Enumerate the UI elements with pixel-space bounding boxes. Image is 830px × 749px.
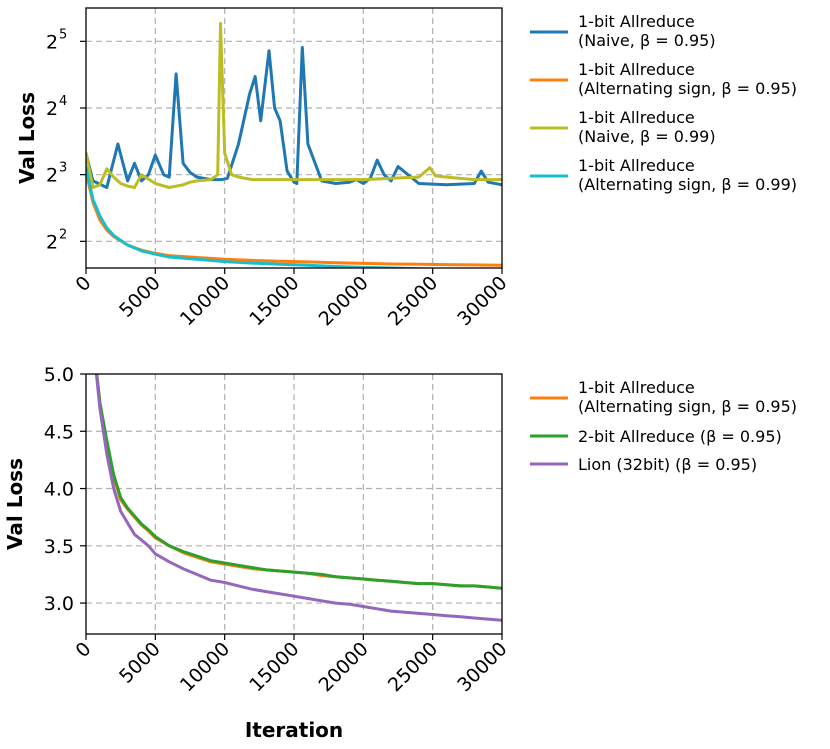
top-y-ticks: 2 22 32 42 5 [46,27,86,253]
top-legend-label-2-line2: (Naive, β = 0.99) [578,127,716,146]
top-y-tick-label: 2 [46,231,58,253]
bot-y-tick-label: 3.0 [44,593,74,615]
bot-legend-label-2: Lion (32bit) (β = 0.95) [578,455,757,474]
top-legend-label-2: 1-bit Allreduce [578,108,695,127]
top-x-tick-label: 15000 [245,272,303,330]
top-chart: 0 5000 10000 15000 20000 25000 30000 2 22 32 42 5 … [15,7,797,330]
bot-x-tick-label: 15000 [245,638,303,696]
bot-series-line-2 [94,374,502,622]
bot-x-tick-label: 0 [71,638,95,662]
top-grid [86,8,502,268]
top-legend: 1-bit Allreduce(Naive, β = 0.95)1-bit Al… [530,12,797,194]
top-legend-label-3: 1-bit Allreduce [578,156,695,175]
bot-x-tick-label: 20000 [315,638,373,696]
bot-legend-label-1: 2-bit Allreduce (β = 0.95) [578,427,782,446]
bot-y-tick-label: 4.0 [44,479,74,501]
bot-series-line-1 [95,374,502,590]
bottom-series-group [94,374,502,622]
bot-y-tick-label: 3.5 [44,536,74,558]
top-y-tick-label: 2 [46,31,58,53]
bottom-x-ticks: 0 5000 10000 15000 20000 25000 30000 [71,634,512,696]
top-y-tick-label: 2 [46,165,58,187]
top-legend-label-3-line2: (Alternating sign, β = 0.99) [578,175,797,194]
bot-x-tick-label: 5000 [115,638,165,688]
top-legend-label-1: 1-bit Allreduce [578,60,695,79]
bottom-grid [86,374,502,634]
bot-y-tick-label: 5.0 [44,364,74,386]
bot-x-tick-label: 25000 [384,638,442,696]
top-x-tick-label: 25000 [384,272,442,330]
top-series-line-2 [86,22,502,189]
top-y-tick-exponent: 2 [59,227,67,242]
bottom-y-ticks: 3.0 3.5 4.0 4.5 5.0 [44,364,86,615]
top-x-tick-label: 5000 [115,272,165,322]
top-legend-label-0-line2: (Naive, β = 0.95) [578,31,716,50]
bottom-y-axis-label: Val Loss [3,458,27,550]
bot-x-tick-label: 10000 [176,638,234,696]
top-series-group [86,22,502,268]
bottom-chart: 0 5000 10000 15000 20000 25000 30000 3.0 3.5 4.0… [3,364,797,742]
top-y-tick-label: 2 [46,98,58,120]
top-x-tick-label: 10000 [176,272,234,330]
bot-y-tick-label: 4.5 [44,421,74,443]
bottom-x-axis-label: Iteration [245,718,343,742]
bot-x-tick-label: 30000 [453,638,511,696]
top-y-tick-exponent: 4 [59,94,67,109]
top-x-tick-label: 30000 [453,272,511,330]
bottom-legend: 1-bit Allreduce(Alternating sign, β = 0.… [530,378,797,474]
top-y-tick-exponent: 5 [59,27,67,42]
bot-legend-label-0: 1-bit Allreduce [578,378,695,397]
top-x-tick-label: 20000 [315,272,373,330]
top-y-axis-label: Val Loss [15,92,39,184]
top-x-tick-label: 0 [71,272,95,296]
bot-legend-label-0-line2: (Alternating sign, β = 0.95) [578,397,797,416]
top-series-line-3 [86,166,466,268]
top-legend-label-0: 1-bit Allreduce [578,12,695,31]
top-legend-label-1-line2: (Alternating sign, β = 0.95) [578,79,797,98]
top-y-tick-exponent: 3 [59,161,67,176]
top-x-ticks: 0 5000 10000 15000 20000 25000 30000 [71,268,512,330]
